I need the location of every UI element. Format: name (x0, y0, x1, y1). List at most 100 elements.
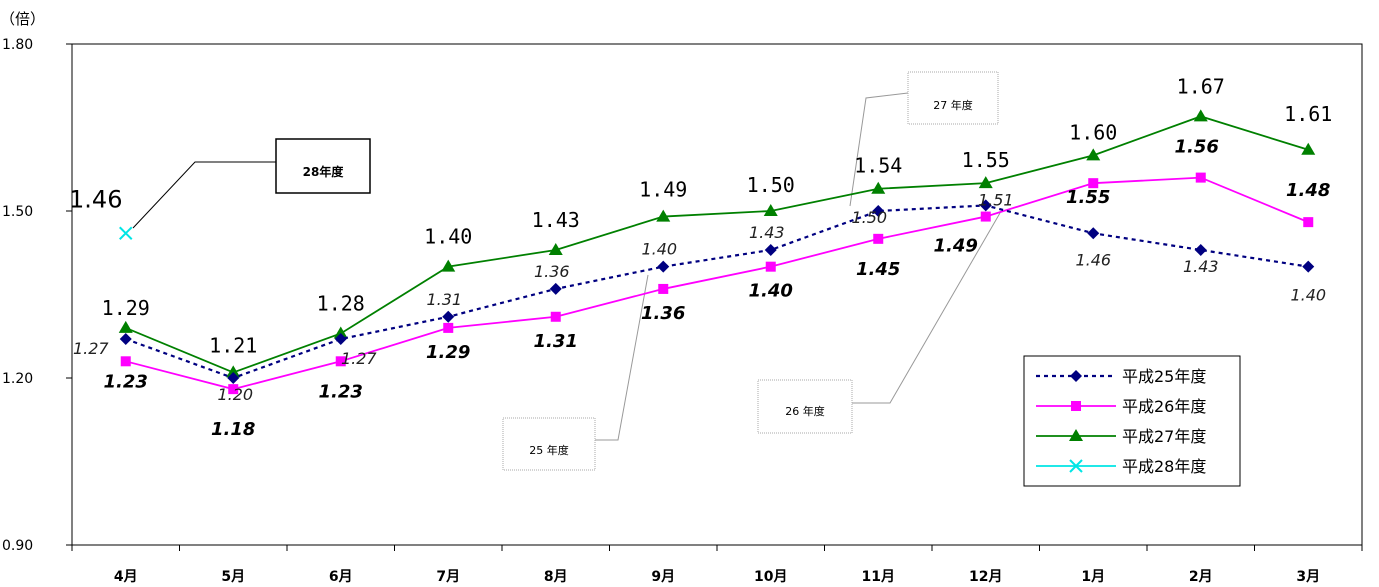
x-tick-label: 1月 (1081, 569, 1105, 585)
legend-label: 平成25年度 (1122, 367, 1206, 386)
callout-label: 25 年度 (529, 443, 569, 457)
x-marker-stroke (119, 226, 133, 240)
data-label-25: 1.43 (749, 223, 785, 242)
data-point-25 (227, 372, 240, 384)
data-label-26: 1.40 (749, 281, 793, 302)
data-point-26 (550, 311, 561, 322)
data-label-25: 1.20 (217, 385, 253, 404)
data-point-25 (549, 282, 562, 295)
y-unit-label: （倍） (0, 10, 45, 28)
data-label-25: 1.27 (73, 339, 109, 358)
data-label-26: 1.48 (1286, 180, 1330, 201)
callout-label: 26 年度 (785, 404, 825, 418)
legend-marker (1069, 429, 1083, 441)
data-point-27 (548, 242, 563, 255)
data-label-27: 1.50 (747, 173, 795, 197)
callout-box (502, 417, 596, 471)
data-label-25: 1.36 (534, 262, 570, 281)
data-label-26: 1.45 (856, 259, 900, 280)
data-label-26: 1.31 (534, 331, 578, 352)
data-point-27 (871, 181, 886, 194)
x-tick-label: 10月 (754, 569, 787, 585)
data-point-27 (1086, 148, 1101, 161)
callout-box (757, 379, 853, 434)
data-point-25 (979, 199, 992, 212)
data-label-25: 1.27 (341, 349, 377, 368)
data-label-25: 1.46 (1075, 250, 1111, 269)
callout-box (907, 71, 999, 125)
data-label-26: 1.23 (104, 371, 148, 392)
y-axis: 0.90 1.20 1.50 1.80 (2, 37, 72, 554)
data-point-25 (657, 260, 670, 273)
x-tick-label: 8月 (544, 569, 568, 585)
data-point-26 (335, 356, 346, 367)
data-point-26 (658, 283, 669, 294)
data-label-25: 1.50 (851, 208, 887, 227)
data-point-25 (872, 205, 885, 217)
x-tick-label: 11月 (862, 569, 895, 585)
data-point-25 (1302, 260, 1315, 273)
data-point-25 (1087, 227, 1100, 240)
data-label-27: 1.60 (1069, 120, 1117, 144)
data-point-25 (119, 333, 132, 346)
data-point-28 (119, 226, 133, 240)
data-point-25 (442, 310, 455, 323)
data-point-27 (441, 259, 456, 272)
series-line-27 (125, 115, 1309, 374)
callout-label: 27 年度 (933, 98, 973, 112)
y-tick-label: 1.20 (2, 371, 33, 387)
series-line-25 (125, 204, 1309, 380)
data-point-27 (1193, 109, 1208, 122)
data-label-26: 1.23 (319, 381, 363, 402)
x-tick-label: 4月 (114, 569, 138, 585)
legend-label: 平成28年度 (1122, 457, 1206, 476)
data-labels: 1.27 1.20 1.27 1.31 1.36 1.40 1.43 1.50 1.51 1.46… (69, 74, 1332, 440)
data-point-25 (334, 333, 347, 346)
data-label-27: 1.43 (532, 208, 580, 232)
callout-label: 28年度 (303, 164, 345, 179)
data-label-27: 1.21 (209, 333, 257, 357)
data-point-26 (980, 211, 991, 222)
data-point-27 (226, 365, 241, 378)
data-label-27: 1.40 (424, 225, 472, 249)
data-label-27: 1.29 (102, 296, 150, 320)
data-point-26 (120, 356, 131, 367)
data-point-27 (978, 176, 993, 189)
data-label-25: 1.43 (1183, 257, 1219, 276)
data-point-27 (656, 209, 671, 222)
data-label-25: 1.40 (1290, 286, 1326, 305)
data-label-26: 1.29 (426, 342, 470, 363)
data-point-26 (228, 384, 239, 395)
x-tick-label: 7月 (436, 569, 460, 585)
x-tick-label: 5月 (221, 569, 245, 585)
data-label-27: 1.28 (317, 291, 365, 315)
callout-leader-line (132, 161, 276, 229)
callout-leader-line (595, 274, 649, 441)
data-point-25 (764, 243, 777, 256)
data-point-26 (1088, 178, 1099, 189)
legend-marker (1071, 401, 1081, 411)
x-axis: 4月 5月 6月 7月 8月 9月 10月 11月 12月 1月 2月 3月 (71, 545, 1363, 585)
series-line-26 (125, 176, 1309, 391)
data-point-26 (1303, 217, 1314, 228)
y-tick-label: 1.50 (2, 204, 33, 220)
data-point-26 (443, 322, 454, 333)
x-tick-label: 9月 (651, 569, 675, 585)
data-label-26: 1.18 (211, 419, 255, 440)
data-label-26: 1.36 (641, 303, 685, 324)
callout-box (275, 138, 371, 194)
callout-leader-line (849, 92, 909, 207)
data-label-26: 1.49 (934, 236, 978, 257)
data-point-27 (1301, 142, 1316, 155)
data-label-27: 1.54 (854, 154, 902, 178)
data-label-27: 1.61 (1284, 102, 1332, 126)
data-label-26: 1.55 (1066, 187, 1110, 208)
legend-label: 平成27年度 (1122, 427, 1206, 446)
data-point-25 (1194, 243, 1207, 256)
data-label-27: 1.67 (1177, 74, 1225, 98)
x-tick-label: 2月 (1189, 569, 1213, 585)
data-point-26 (765, 261, 776, 272)
data-label-25: 1.40 (641, 240, 677, 259)
x-tick-label: 3月 (1296, 569, 1320, 585)
